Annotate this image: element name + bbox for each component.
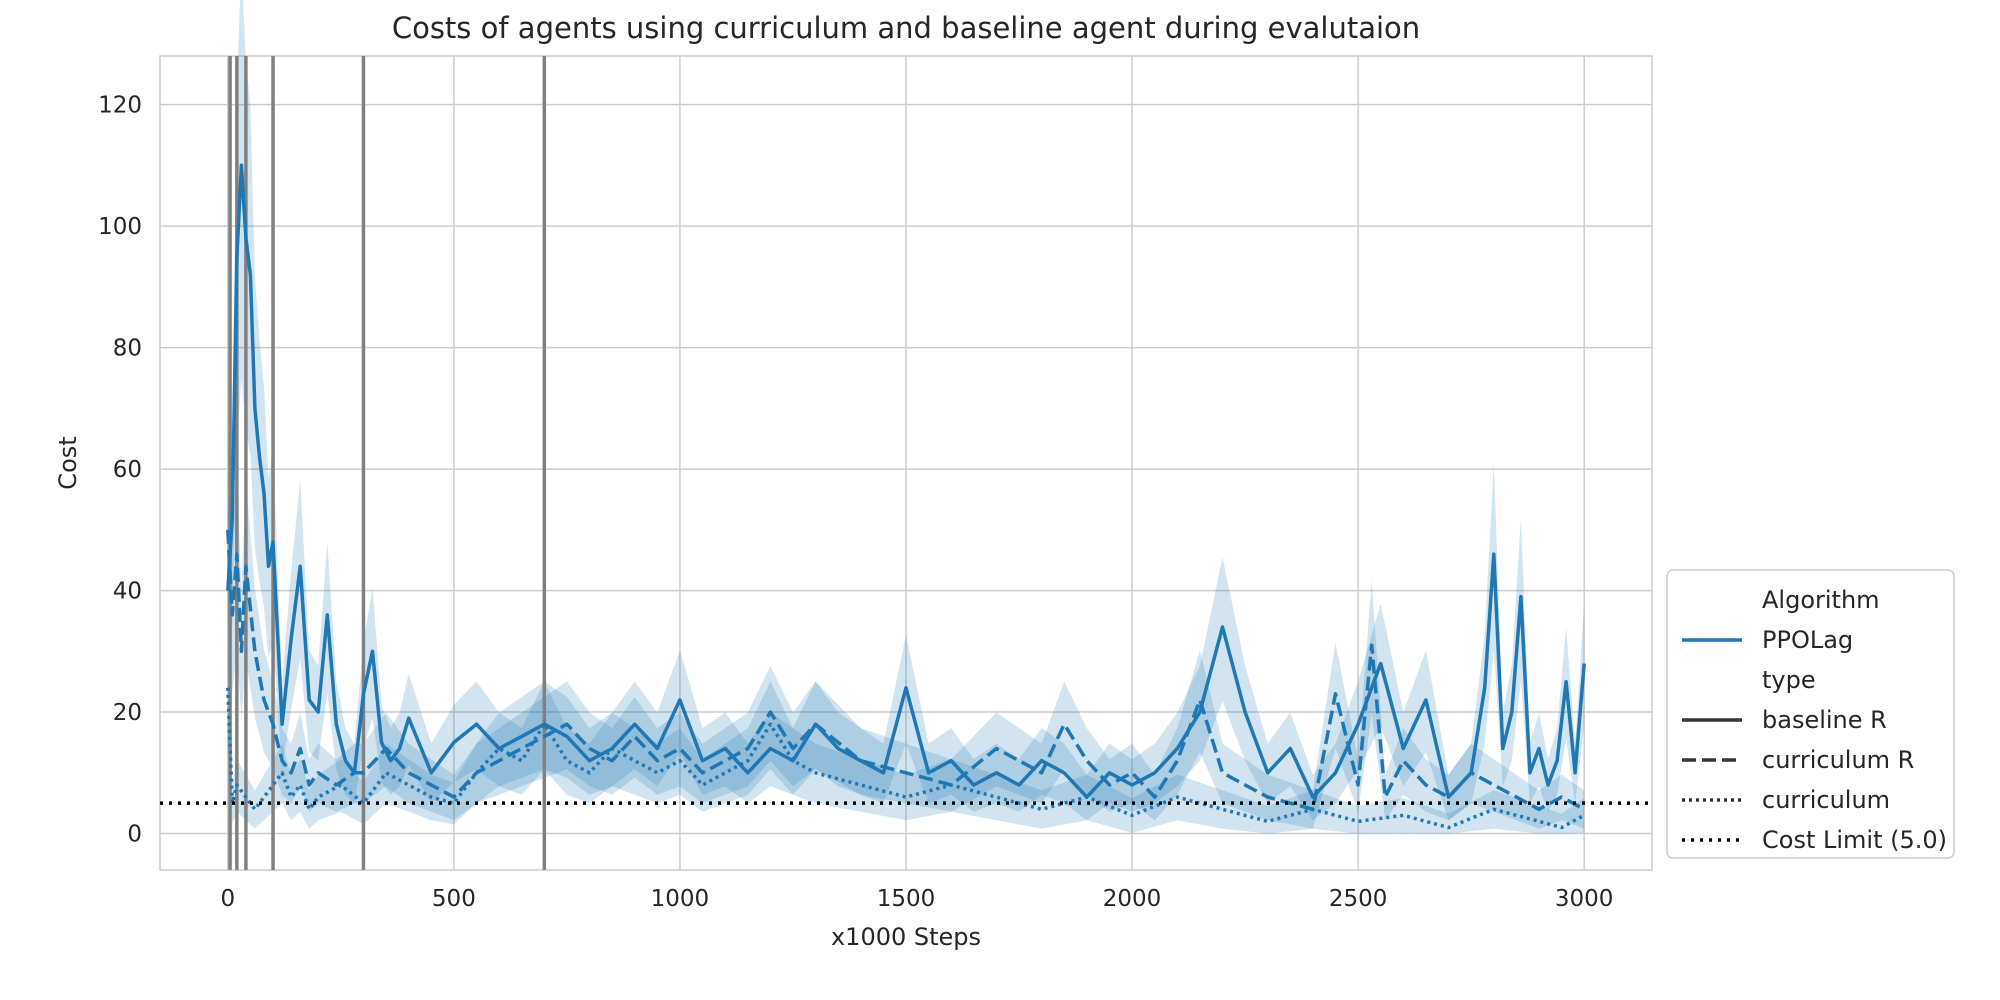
y-tick-label: 20 [113,700,142,726]
legend-label: Cost Limit (5.0) [1762,826,1947,854]
legend-frame [1666,569,1955,859]
legend-label: PPOLag [1762,626,1853,654]
y-tick-label: 80 [113,336,142,362]
legend-label: curriculum R [1762,746,1914,774]
legend-label: baseline R [1762,706,1887,734]
series-lines [226,163,1586,830]
x-tick-label: 2500 [1329,886,1388,912]
x-tick-label: 1500 [877,886,936,912]
x-axis-label: x1000 Steps [831,923,981,951]
y-axis-label: Cost [54,436,82,489]
y-tick-label: 100 [98,214,142,240]
y-tick-label: 120 [98,93,142,119]
confidence-band-dotted [227,634,1585,834]
series-line-dashed [226,529,1586,812]
x-tick-label: 500 [432,886,476,912]
x-axis-ticks: 0 500 1000 1500 2000 2500 3000 [220,886,1613,912]
chart-title: Costs of agents using curriculum and bas… [392,11,1420,45]
plot-area [159,0,1653,871]
x-tick-label: 3000 [1555,886,1614,912]
legend: Algorithm PPOLag type baseline R curriculum … [1666,569,1955,859]
legend-label: Algorithm [1762,586,1880,614]
x-tick-label: 0 [220,886,235,912]
y-tick-label: 60 [113,457,142,483]
series-line-solid [226,163,1586,799]
legend-label: curriculum [1762,786,1890,814]
curriculum-stage-lines [228,56,547,870]
series-line-dotted [226,687,1586,830]
grid-lines [160,56,1652,870]
x-tick-label: 1000 [651,886,710,912]
y-axis-ticks: 0 20 40 60 80 100 120 [98,93,142,848]
confidence-band-dashed [227,432,1585,829]
y-tick-label: 40 [113,579,142,605]
x-tick-label: 2000 [1103,886,1162,912]
legend-label: type [1762,666,1816,694]
y-tick-label: 0 [127,822,142,848]
